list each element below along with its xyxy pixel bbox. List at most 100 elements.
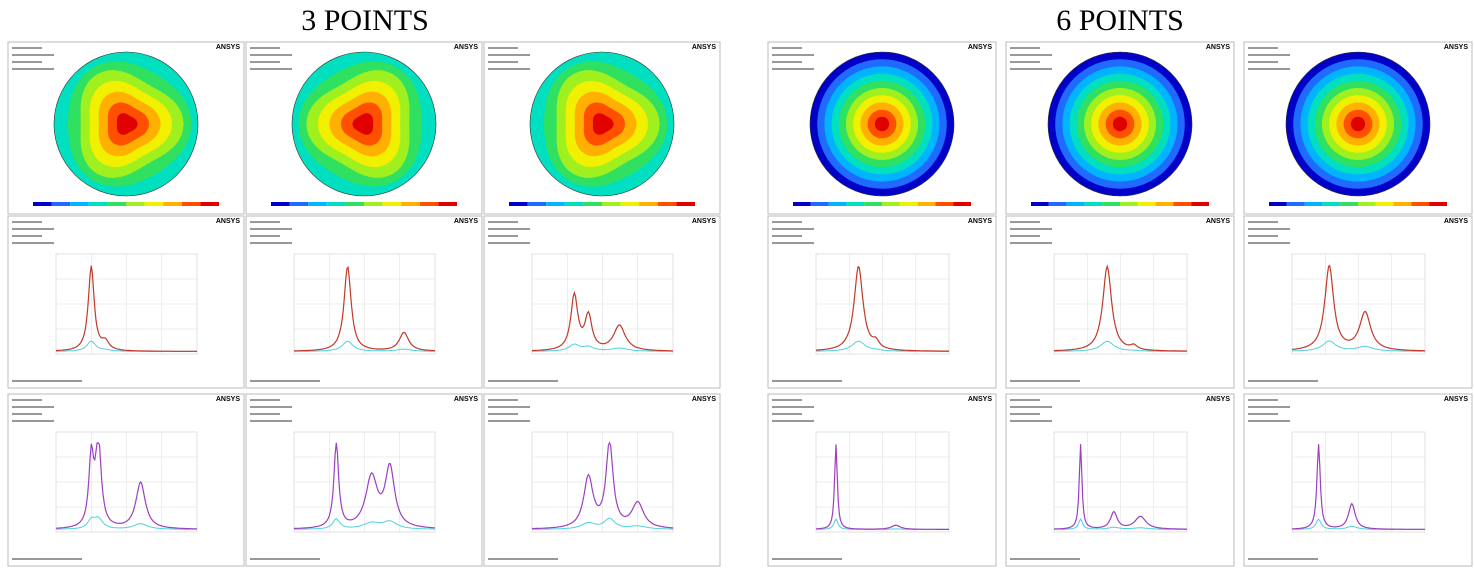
colorbar: [620, 202, 640, 206]
info-line: [1010, 235, 1040, 237]
colorbar: [1375, 202, 1394, 206]
info-line: [772, 399, 802, 401]
colorbar: [1120, 202, 1138, 206]
colorbar: [583, 202, 602, 206]
colorbar: [289, 202, 309, 206]
colorbar: [546, 202, 565, 206]
panel-logo: ANSYS: [1444, 44, 1468, 51]
mesh-outline: [1047, 51, 1193, 197]
info-line: [772, 228, 814, 230]
info-line: [1248, 61, 1278, 63]
info-line: [12, 406, 54, 408]
info-line: [1248, 413, 1278, 415]
panel-logo: ANSYS: [692, 44, 716, 51]
info-line: [250, 399, 280, 401]
info-line: [1248, 228, 1290, 230]
info-line: [12, 413, 42, 415]
response-curve: [815, 444, 949, 530]
colorbar: [882, 202, 900, 206]
contour-band: [352, 113, 374, 135]
colorbar: [953, 202, 971, 206]
info-line: [488, 242, 530, 244]
colorbar: [864, 202, 882, 206]
info-line: [1248, 399, 1278, 401]
colorbar: [846, 202, 865, 206]
panel: [483, 215, 721, 389]
info-line: [12, 54, 54, 56]
response-curve: [56, 265, 197, 352]
colorbar: [1411, 202, 1430, 206]
info-line: [1010, 242, 1052, 244]
info-line: [12, 420, 54, 422]
cyan-curve: [294, 340, 435, 352]
panel-logo: ANSYS: [968, 44, 992, 51]
panel: [245, 393, 483, 567]
panel: [483, 393, 721, 567]
response-curve: [1054, 264, 1188, 352]
panel-logo: ANSYS: [1206, 396, 1230, 403]
colorbar: [810, 202, 829, 206]
colorbar: [70, 202, 89, 206]
panel-logo: ANSYS: [1206, 218, 1230, 225]
panel: [245, 215, 483, 389]
colorbar: [564, 202, 584, 206]
colorbar: [1269, 202, 1287, 206]
info-line: [1248, 242, 1290, 244]
footer-line: [250, 558, 320, 560]
info-line: [1010, 47, 1040, 49]
colorbar: [935, 202, 954, 206]
colorbar: [1340, 202, 1358, 206]
info-line: [1010, 413, 1040, 415]
info-line: [488, 413, 518, 415]
info-line: [12, 228, 54, 230]
panel: [1243, 215, 1473, 389]
info-line: [772, 47, 802, 49]
colorbar: [1429, 202, 1447, 206]
colorbar: [527, 202, 547, 206]
colorbar: [657, 202, 677, 206]
info-line: [250, 68, 292, 70]
info-line: [772, 61, 802, 63]
colorbar: [107, 202, 126, 206]
info-line: [1010, 406, 1052, 408]
colorbar: [676, 202, 695, 206]
colorbar: [1191, 202, 1209, 206]
info-line: [488, 61, 518, 63]
response-curve: [56, 442, 197, 530]
panel: [1005, 393, 1235, 567]
colorbar: [1102, 202, 1120, 206]
response-curve: [293, 442, 435, 530]
colorbar: [1137, 202, 1156, 206]
info-line: [1248, 406, 1290, 408]
info-line: [488, 235, 518, 237]
info-line: [12, 47, 42, 49]
info-line: [250, 221, 280, 223]
cyan-curve: [56, 516, 197, 530]
colorbar: [602, 202, 621, 206]
footer-line: [772, 380, 842, 382]
info-line: [1248, 68, 1290, 70]
panel-logo: ANSYS: [968, 218, 992, 225]
info-line: [772, 420, 814, 422]
panel: [767, 215, 997, 389]
colorbar: [1358, 202, 1376, 206]
panel: [7, 215, 245, 389]
info-line: [1248, 54, 1290, 56]
colorbar: [509, 202, 528, 206]
info-line: [488, 406, 530, 408]
info-line: [772, 235, 802, 237]
colorbar: [126, 202, 145, 206]
colorbar: [1031, 202, 1049, 206]
response-curve: [1291, 444, 1425, 530]
panel: [767, 393, 997, 567]
mesh-outline: [291, 51, 437, 197]
footer-line: [1248, 380, 1318, 382]
response-curve: [293, 265, 436, 352]
footer-line: [488, 380, 558, 382]
footer-line: [1248, 558, 1318, 560]
footer-line: [12, 558, 82, 560]
colorbar: [1155, 202, 1174, 206]
colorbar: [33, 202, 52, 206]
response-curve: [1054, 444, 1187, 530]
